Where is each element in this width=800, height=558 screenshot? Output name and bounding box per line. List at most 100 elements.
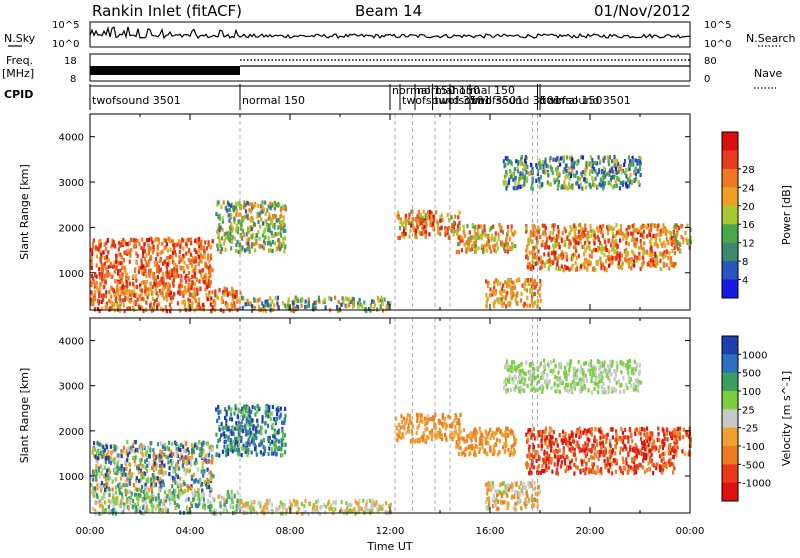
data-cell <box>416 419 418 423</box>
data-cell <box>422 438 424 442</box>
data-cell <box>110 461 112 465</box>
data-cell <box>281 429 283 433</box>
data-cell <box>552 232 554 236</box>
data-cell <box>566 237 568 241</box>
data-cell <box>250 510 252 514</box>
data-cell <box>589 254 591 258</box>
data-cell <box>482 250 484 254</box>
data-cell <box>469 248 471 252</box>
data-cell <box>638 252 640 256</box>
data-cell <box>515 159 517 163</box>
data-cell <box>96 486 98 490</box>
data-cell <box>526 176 528 180</box>
data-cell <box>571 169 573 173</box>
data-cell <box>590 163 592 167</box>
data-cell <box>119 269 121 273</box>
data-cell <box>522 284 524 288</box>
data-cell <box>236 290 238 294</box>
data-cell <box>217 439 219 443</box>
data-cell <box>557 444 559 448</box>
data-cell <box>556 262 558 266</box>
data-cell <box>533 254 535 258</box>
data-cell <box>243 217 245 221</box>
data-cell <box>202 255 204 259</box>
data-cell <box>252 507 254 511</box>
data-cell <box>234 305 236 309</box>
data-cell <box>330 506 332 510</box>
data-cell <box>166 494 168 498</box>
data-cell <box>254 248 256 252</box>
data-cell <box>153 275 155 279</box>
data-cell <box>607 231 609 235</box>
data-cell <box>121 290 123 294</box>
data-cell <box>530 163 532 167</box>
data-cell <box>278 439 280 443</box>
data-cell <box>237 415 239 419</box>
data-cell <box>247 502 249 506</box>
data-cell <box>451 422 453 426</box>
data-cell <box>613 242 615 246</box>
data-cell <box>444 229 446 233</box>
data-cell <box>118 253 120 257</box>
data-cell <box>660 242 662 246</box>
data-cell <box>453 419 455 423</box>
data-cell <box>166 256 168 260</box>
data-cell <box>121 510 123 514</box>
data-cell <box>120 261 122 265</box>
data-cell <box>273 303 275 307</box>
data-cell <box>223 426 225 430</box>
data-cell <box>268 405 270 409</box>
data-cell <box>145 274 147 278</box>
data-cell <box>170 296 172 300</box>
data-cell <box>359 507 361 511</box>
data-cell <box>544 230 546 234</box>
data-cell <box>333 501 335 505</box>
data-cell <box>490 237 492 241</box>
data-cell <box>512 178 514 182</box>
data-cell <box>90 483 92 487</box>
data-cell <box>640 246 642 250</box>
data-cell <box>507 434 509 438</box>
data-cell <box>535 179 537 183</box>
data-cell <box>208 453 210 457</box>
data-cell <box>591 255 593 259</box>
data-cell <box>130 496 132 500</box>
data-cell <box>257 501 259 505</box>
data-cell <box>529 282 531 286</box>
data-cell <box>284 236 286 240</box>
data-cell <box>566 255 568 259</box>
data-cell <box>231 490 233 494</box>
data-cell <box>325 505 327 509</box>
data-cell <box>405 222 407 226</box>
data-cell <box>518 278 520 282</box>
data-cell <box>608 181 610 185</box>
data-cell <box>121 473 123 477</box>
data-cell <box>289 500 291 504</box>
data-cell <box>160 277 162 281</box>
data-cell <box>181 291 183 295</box>
data-cell <box>634 158 636 162</box>
data-cell <box>509 301 511 305</box>
data-cell <box>243 503 245 507</box>
data-cell <box>633 263 635 267</box>
data-cell <box>548 182 550 186</box>
data-cell <box>188 238 190 242</box>
data-cell <box>456 231 458 235</box>
data-cell <box>110 445 112 449</box>
data-cell <box>96 460 98 464</box>
data-cell <box>474 435 476 439</box>
data-cell <box>507 250 509 254</box>
data-cell <box>441 218 443 222</box>
data-cell <box>595 454 597 458</box>
data-cell <box>668 459 670 463</box>
data-cell <box>621 266 623 270</box>
data-cell <box>241 446 243 450</box>
data-cell <box>495 443 497 447</box>
data-cell <box>570 174 572 178</box>
data-cell <box>421 413 423 417</box>
data-cell <box>643 230 645 234</box>
data-cell <box>649 253 651 257</box>
y-tick-label: 2000 <box>59 223 84 234</box>
data-cell <box>557 235 559 239</box>
